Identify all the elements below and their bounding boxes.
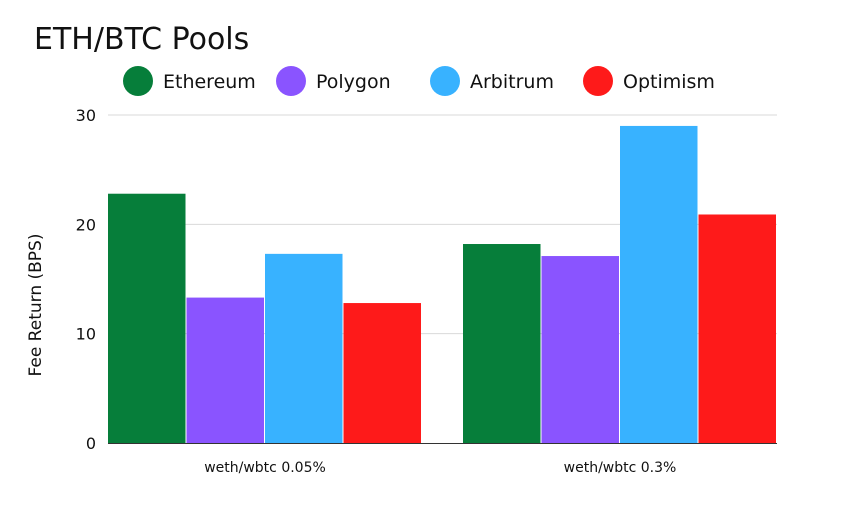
- y-tick-label: 20: [76, 215, 96, 234]
- y-tick-label: 30: [76, 106, 96, 125]
- bar-arbitrum-1: [265, 253, 343, 443]
- legend-label: Ethereum: [163, 71, 256, 93]
- legend-swatch: [430, 66, 460, 96]
- bar-optimism-2: [698, 214, 776, 443]
- bar-optimism-1: [343, 303, 421, 443]
- bar-ethereum-1: [108, 193, 186, 443]
- bar-polygon-2: [541, 256, 619, 443]
- legend: Ethereum Polygon Arbitrum Optimism: [123, 66, 715, 96]
- y-tick-label: 0: [86, 434, 96, 453]
- legend-label: Polygon: [316, 71, 391, 93]
- y-axis-label: Fee Return (BPS): [26, 234, 46, 377]
- legend-item-optimism: Optimism: [583, 66, 715, 96]
- bars: [108, 125, 776, 443]
- y-tick-label: 10: [76, 325, 96, 344]
- bar-polygon-1: [186, 297, 264, 443]
- legend-label: Arbitrum: [470, 71, 554, 93]
- legend-item-polygon: Polygon: [276, 66, 391, 96]
- x-category-label: weth/wbtc 0.05%: [204, 460, 326, 476]
- legend-swatch: [276, 66, 306, 96]
- legend-item-arbitrum: Arbitrum: [430, 66, 554, 96]
- x-category-label: weth/wbtc 0.3%: [564, 460, 677, 476]
- bar-arbitrum-2: [620, 125, 698, 443]
- y-axis-ticks: 0 10 20 30: [76, 106, 96, 453]
- legend-swatch: [583, 66, 613, 96]
- chart-title: ETH/BTC Pools: [34, 22, 249, 57]
- x-axis-categories: weth/wbtc 0.05% weth/wbtc 0.3%: [204, 460, 676, 476]
- bar-ethereum-2: [463, 244, 541, 443]
- legend-swatch: [123, 66, 153, 96]
- legend-item-ethereum: Ethereum: [123, 66, 256, 96]
- legend-label: Optimism: [623, 71, 715, 93]
